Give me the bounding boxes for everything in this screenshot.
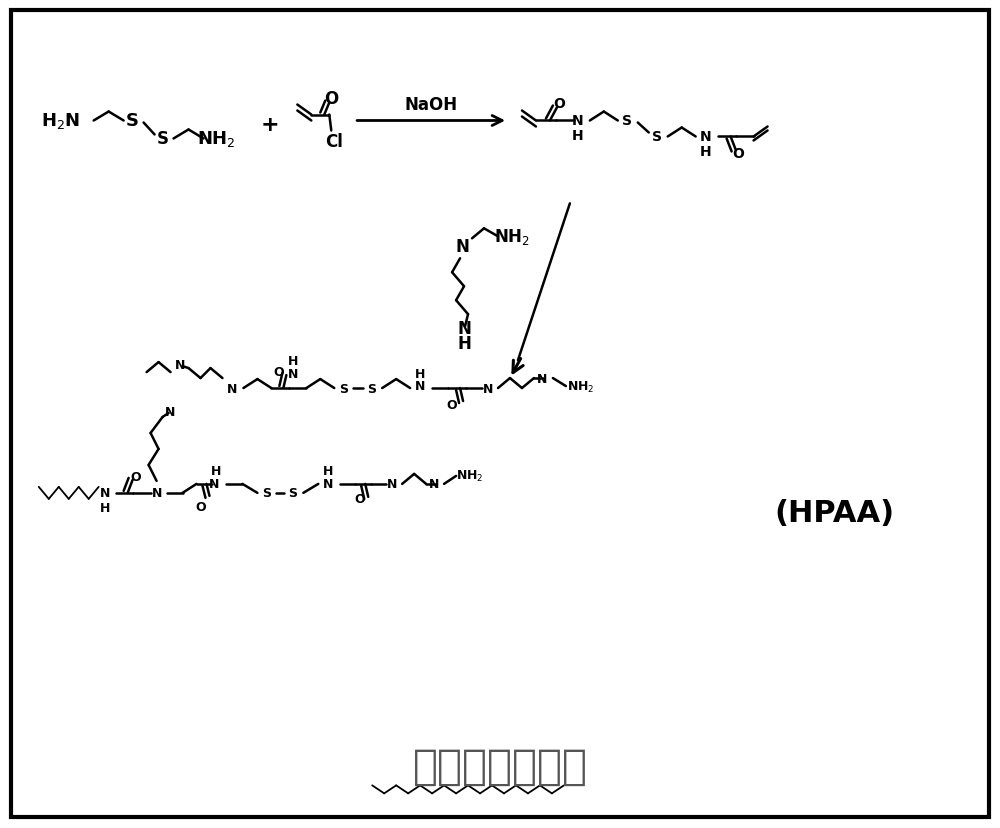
Text: NH$_2$: NH$_2$	[197, 129, 236, 149]
Text: O: O	[447, 398, 457, 411]
Text: S: S	[367, 382, 376, 395]
Text: S: S	[339, 382, 348, 395]
Text: H: H	[288, 354, 299, 367]
Text: N: N	[175, 359, 186, 371]
Text: S: S	[126, 113, 139, 130]
Text: H: H	[323, 465, 333, 478]
Text: S: S	[622, 114, 632, 128]
Text: N: N	[323, 478, 333, 491]
Text: +: +	[261, 115, 280, 135]
Text: N: N	[387, 478, 397, 491]
Text: N: N	[700, 130, 711, 144]
Text: N: N	[209, 478, 220, 491]
Text: N: N	[572, 114, 584, 128]
Text: H: H	[211, 465, 222, 478]
Text: H: H	[415, 367, 425, 380]
Text: NH$_2$: NH$_2$	[567, 379, 595, 394]
Text: N: N	[537, 372, 547, 385]
Text: N: N	[415, 379, 425, 392]
Text: S: S	[262, 487, 271, 500]
Text: N: N	[227, 382, 238, 395]
Text: S: S	[652, 130, 662, 144]
Text: S: S	[288, 487, 297, 500]
Text: O: O	[273, 365, 284, 378]
Text: N: N	[165, 405, 176, 418]
Text: H: H	[457, 335, 471, 353]
Text: N: N	[99, 487, 110, 500]
Text: O: O	[195, 501, 206, 513]
Text: (HPAA): (HPAA)	[774, 498, 895, 527]
Text: NH$_2$: NH$_2$	[456, 469, 484, 484]
Text: H: H	[99, 502, 110, 515]
Text: NH$_2$: NH$_2$	[494, 227, 530, 247]
Text: N: N	[455, 238, 469, 256]
Text: H$_2$N: H$_2$N	[41, 111, 80, 132]
Text: N: N	[483, 382, 493, 395]
Text: O: O	[324, 89, 338, 108]
Text: H: H	[700, 145, 711, 159]
Text: O: O	[354, 493, 365, 506]
Text: N: N	[288, 367, 299, 380]
Text: N: N	[429, 478, 439, 491]
Text: 超支化聚酰胺胺: 超支化聚酰胺胺	[412, 744, 588, 787]
Text: O: O	[553, 96, 565, 110]
Text: N: N	[151, 487, 162, 500]
Text: H: H	[572, 129, 584, 143]
Text: O: O	[733, 147, 745, 161]
Text: N: N	[457, 320, 471, 338]
Text: S: S	[157, 130, 169, 148]
Text: O: O	[130, 471, 141, 484]
Text: NaOH: NaOH	[405, 95, 458, 113]
Text: Cl: Cl	[325, 133, 343, 152]
